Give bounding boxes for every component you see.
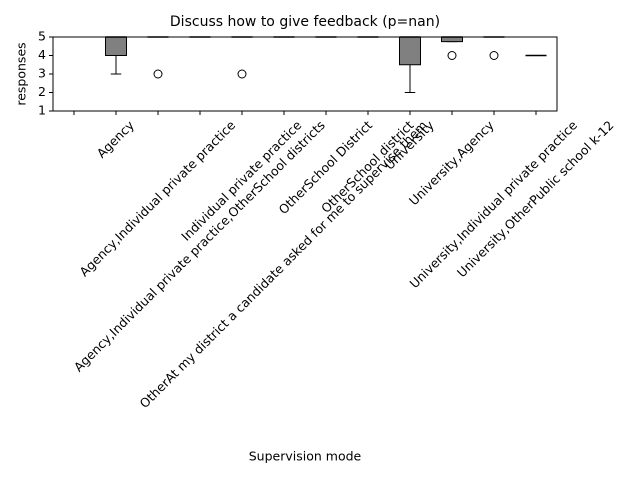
y-axis-label: responses <box>14 42 29 105</box>
y-tick-label: 1 <box>38 103 46 118</box>
x-tick-label: Individual private practice <box>178 117 304 243</box>
flier <box>153 69 163 79</box>
y-tick-label: 4 <box>38 47 46 62</box>
y-tick-label: 2 <box>38 84 46 99</box>
y-tick-label: 5 <box>38 29 46 44</box>
chart-title: Discuss how to give feedback (p=nan) <box>170 14 440 30</box>
box <box>399 36 421 66</box>
plot-frame <box>52 36 558 112</box>
box <box>105 36 127 56</box>
flier <box>447 51 457 60</box>
x-tick-label: University,Individual private practice <box>406 117 580 291</box>
flier <box>489 51 499 60</box>
flier <box>237 69 247 79</box>
x-axis-label: Supervision mode <box>249 449 362 464</box>
y-tick-label: 3 <box>38 66 46 81</box>
x-tick-label: Agency <box>94 117 138 161</box>
